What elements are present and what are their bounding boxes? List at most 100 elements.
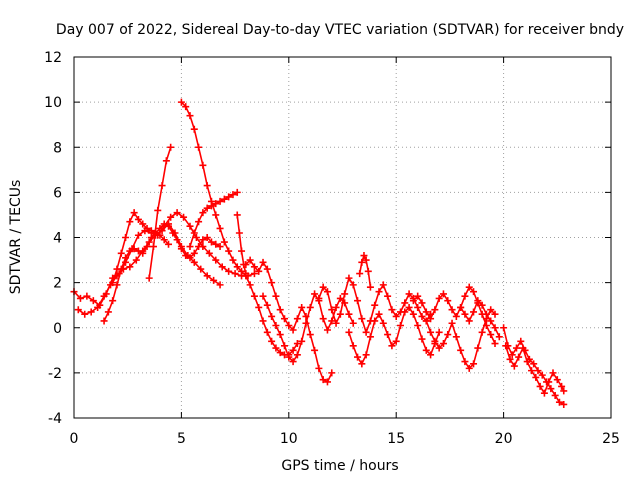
- data-point: [122, 234, 130, 241]
- data-point: [250, 270, 258, 278]
- data-point: [470, 308, 478, 316]
- series-track-i: [242, 256, 336, 386]
- data-point: [323, 326, 331, 334]
- series-track-f: [177, 98, 301, 359]
- data-point: [362, 256, 370, 264]
- data-point: [328, 369, 336, 377]
- data-point: [444, 331, 452, 339]
- data-point: [341, 290, 349, 298]
- data-point: [439, 340, 447, 348]
- y-axis-label: SDTVAR / TECUs: [8, 180, 24, 295]
- data-point: [478, 301, 486, 309]
- series-line: [459, 299, 501, 338]
- y-tick-labels: -4 -2 0 2 4 6 8 10 12: [44, 50, 62, 427]
- data-point: [259, 258, 267, 266]
- x-tick-label: 25: [602, 431, 620, 447]
- data-point: [418, 312, 426, 320]
- x-tick-label: 0: [70, 431, 79, 447]
- data-point: [452, 312, 460, 320]
- data-point: [205, 249, 213, 257]
- data-point: [388, 306, 396, 314]
- data-point: [487, 331, 495, 339]
- data-point: [560, 400, 568, 408]
- data-point: [478, 328, 486, 336]
- data-point: [126, 247, 134, 255]
- data-point: [439, 290, 447, 298]
- data-point: [242, 261, 250, 269]
- data-point: [500, 324, 508, 332]
- data-point: [293, 315, 301, 323]
- data-point: [238, 267, 246, 275]
- data-point: [427, 315, 435, 323]
- data-point: [177, 245, 185, 253]
- data-point: [311, 346, 319, 354]
- data-point: [156, 231, 164, 239]
- data-point: [190, 249, 198, 257]
- data-point: [158, 182, 166, 190]
- data-point: [298, 337, 306, 345]
- data-point: [332, 319, 340, 327]
- data-point: [276, 331, 284, 339]
- data-point: [289, 358, 297, 366]
- data-point: [422, 308, 430, 316]
- data-point: [81, 310, 89, 318]
- data-point: [100, 292, 108, 300]
- data-point: [83, 292, 91, 300]
- data-point: [130, 245, 138, 253]
- data-point: [285, 321, 293, 329]
- data-point: [207, 238, 215, 246]
- data-point: [384, 292, 392, 300]
- data-point: [540, 389, 548, 397]
- data-point: [89, 297, 97, 305]
- axis-ticks: [73, 56, 612, 419]
- data-point: [134, 231, 142, 239]
- data-point: [360, 252, 368, 260]
- data-point: [392, 312, 400, 320]
- data-point: [134, 247, 142, 255]
- data-point: [199, 161, 207, 169]
- data-point: [113, 265, 121, 273]
- data-point: [182, 252, 190, 260]
- data-point: [199, 209, 207, 217]
- data-point: [263, 265, 271, 273]
- data-point: [268, 279, 276, 287]
- data-point: [448, 306, 456, 314]
- x-tick-label: 15: [387, 431, 405, 447]
- data-point: [311, 290, 319, 298]
- data-point: [143, 224, 151, 232]
- series-track-p: [457, 297, 503, 341]
- data-point: [165, 222, 173, 230]
- data-point: [218, 263, 226, 271]
- data-point: [392, 337, 400, 345]
- data-point: [182, 103, 190, 111]
- data-point: [444, 297, 452, 305]
- data-point: [375, 310, 383, 318]
- data-point: [233, 263, 241, 271]
- data-point: [495, 333, 503, 341]
- data-point: [491, 324, 499, 332]
- data-point: [508, 351, 516, 359]
- data-point: [250, 292, 258, 300]
- data-point: [448, 319, 456, 327]
- data-point: [259, 317, 267, 325]
- data-point: [405, 303, 413, 311]
- data-point: [229, 191, 237, 199]
- data-point: [349, 319, 357, 327]
- data-point: [285, 353, 293, 361]
- data-point: [388, 342, 396, 350]
- data-point: [465, 364, 473, 372]
- data-point: [545, 378, 553, 386]
- data-point: [233, 188, 241, 196]
- data-point: [401, 308, 409, 316]
- data-point: [177, 98, 185, 106]
- data-point: [149, 243, 157, 251]
- data-point: [328, 317, 336, 325]
- data-point: [457, 346, 465, 354]
- data-point: [470, 360, 478, 368]
- data-point: [354, 297, 362, 305]
- data-point: [512, 344, 520, 352]
- data-point: [349, 281, 357, 289]
- data-point: [190, 229, 198, 237]
